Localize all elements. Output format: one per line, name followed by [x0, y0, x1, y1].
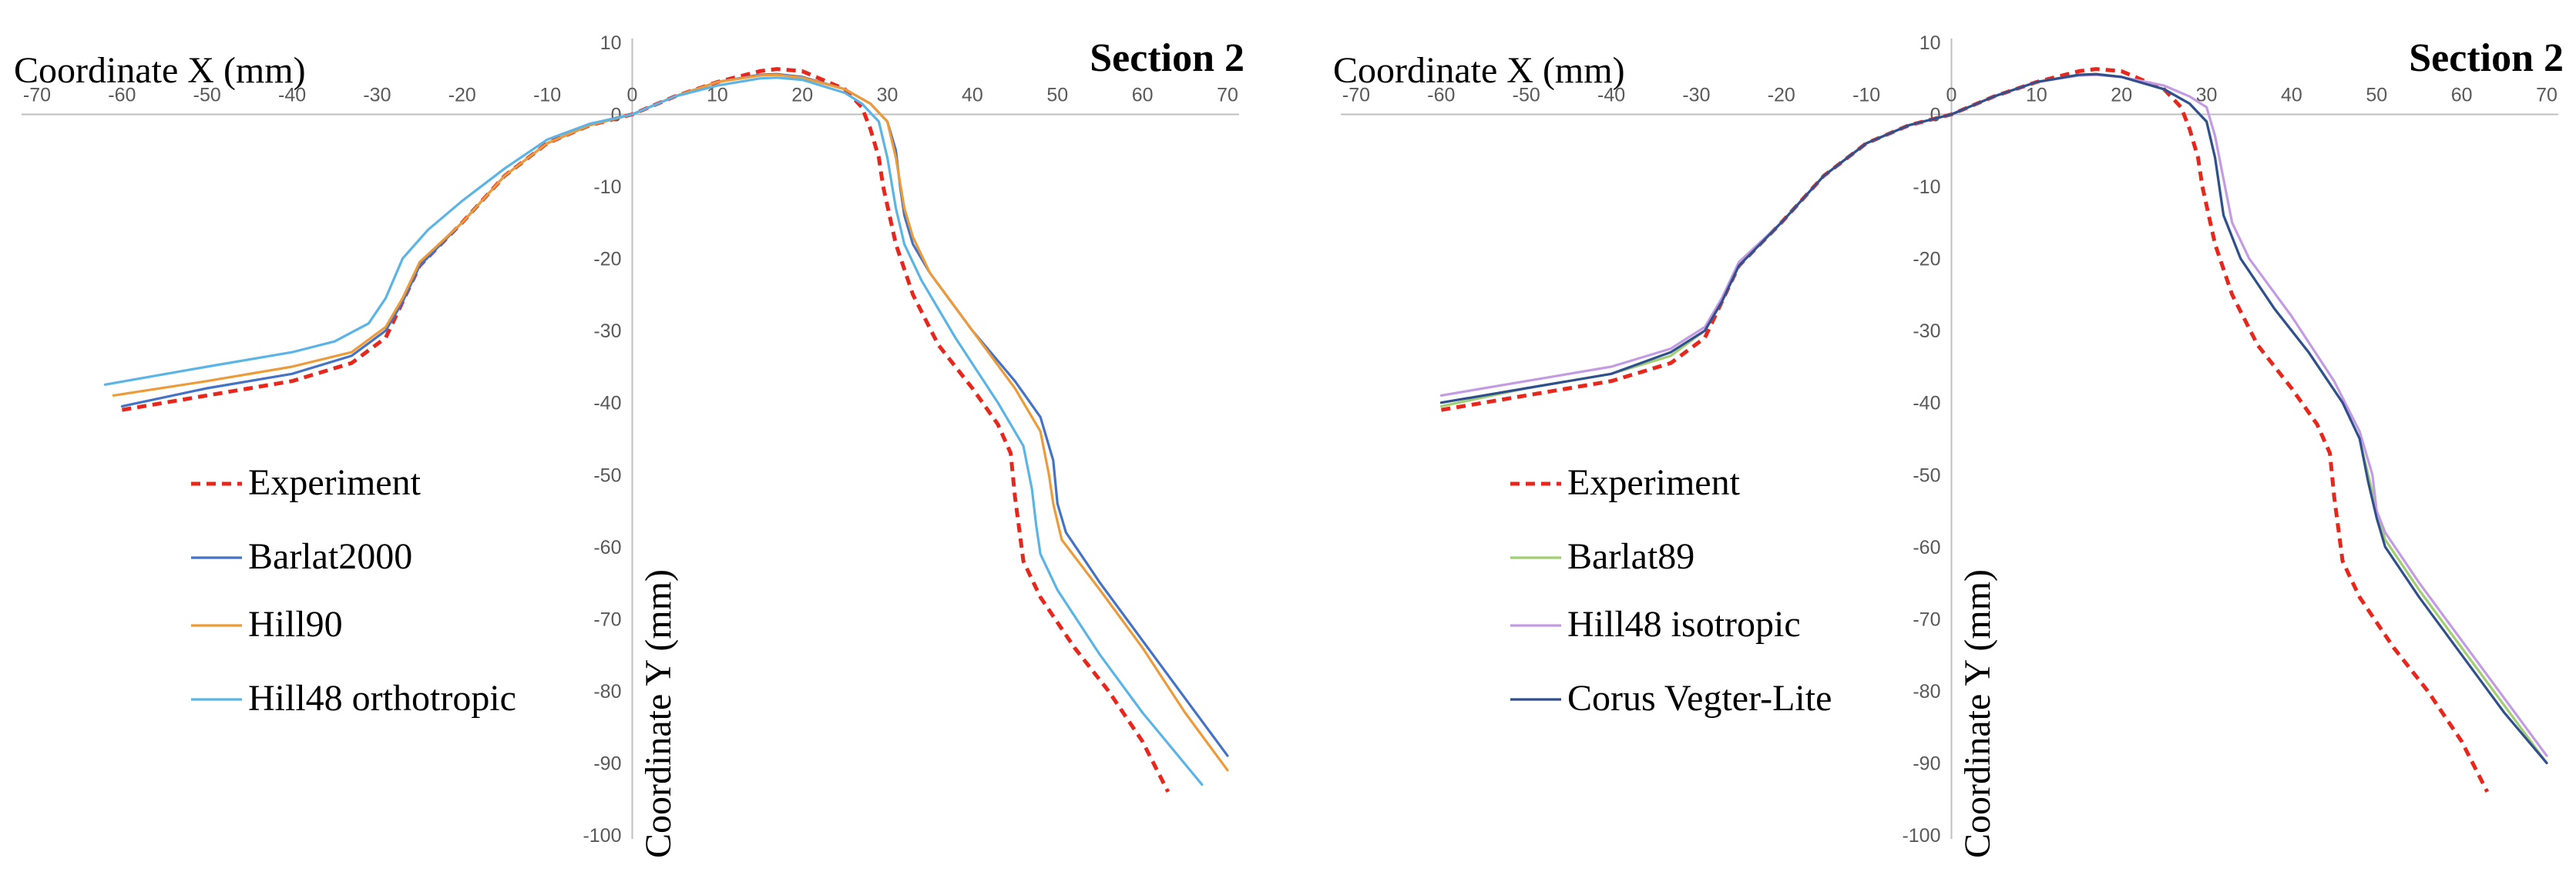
y-tick-label: -50 [1913, 465, 1940, 486]
y-tick-label: -100 [1902, 825, 1940, 847]
x-tick-label: -60 [108, 85, 136, 106]
x-tick-label: 50 [1046, 85, 1068, 106]
x-tick-label: 60 [2451, 85, 2473, 106]
x-tick-label: -70 [23, 85, 51, 106]
series-line-corus-vegter-lite [1439, 72, 2548, 765]
x-axis-label: Coordinate X (mm) [1333, 50, 1625, 91]
x-tick-label: -60 [1427, 85, 1455, 106]
chart-1: -70 -60 -50 -40 -30 -20 -10 0 10 20 30 40 50 60 70100-… [14, 32, 1244, 858]
y-tick-label: -30 [1913, 320, 1940, 342]
x-axis-label: Coordinate X (mm) [14, 50, 306, 91]
x-tick-label: 50 [2366, 85, 2387, 106]
y-tick-label: -30 [593, 320, 621, 342]
y-tick-label: -40 [1913, 393, 1940, 414]
y-axis-label: Coordinate Y (mm) [638, 569, 679, 858]
x-tick-label: -10 [1852, 85, 1880, 106]
x-tick-label: 0 [1946, 85, 1957, 106]
legend-label: Hill90 [248, 604, 343, 645]
x-tick-label: 70 [2536, 85, 2558, 106]
x-tick-label: -20 [448, 85, 476, 106]
y-tick-label: 10 [600, 32, 622, 54]
x-tick-label: -40 [278, 85, 306, 106]
y-tick-label: -20 [593, 249, 621, 270]
y-tick-label: 10 [1919, 32, 1941, 54]
x-tick-label: -50 [193, 85, 221, 106]
legend-label: Corus Vegter-Lite [1567, 678, 1832, 719]
y-tick-label: -80 [593, 681, 621, 703]
y-tick-label: -50 [593, 465, 621, 486]
y-axis-label: Coordinate Y (mm) [1957, 569, 1998, 858]
chart-2: -70 -60 -50 -40 -30 -20 -10 0 10 20 30 40 50 60 70100-… [1333, 32, 2564, 858]
y-tick-label: -90 [1913, 753, 1940, 774]
series-line-hill90 [112, 73, 1229, 772]
x-tick-label: -40 [1597, 85, 1625, 106]
x-tick-label: -30 [363, 85, 391, 106]
series-line-hill48-isotropic [1439, 73, 2548, 757]
x-tick-label: 20 [2111, 85, 2132, 106]
y-tick-label: 0 [611, 105, 622, 126]
x-tick-label: 60 [1132, 85, 1154, 106]
chart-title: Section 2 [2409, 36, 2564, 80]
y-tick-label: -60 [593, 537, 621, 558]
x-tick-label: -50 [1513, 85, 1540, 106]
x-tick-label: 40 [962, 85, 983, 106]
x-tick-label: -20 [1768, 85, 1795, 106]
x-tick-label: 10 [2026, 85, 2047, 106]
legend: Experiment Barlat89 Hill48 isotropic Corus … [1510, 462, 1832, 719]
x-tick-label: -10 [533, 85, 561, 106]
x-tick-label: 70 [1217, 85, 1238, 106]
legend-label: Experiment [1567, 462, 1741, 503]
legend-label: Hill48 orthotropic [248, 678, 516, 719]
y-tick-label: -20 [1913, 249, 1940, 270]
x-tick-label: 30 [877, 85, 898, 106]
x-tick-label: -30 [1682, 85, 1710, 106]
legend-label: Hill48 isotropic [1567, 604, 1801, 645]
y-tick-label: -90 [593, 753, 621, 774]
x-tick-label: 20 [791, 85, 813, 106]
y-tick-label: -70 [1913, 609, 1940, 630]
legend: Experiment Barlat2000 Hill90 Hill48 orthotr… [191, 462, 516, 719]
x-tick-label: 0 [627, 85, 638, 106]
y-tick-label: -10 [1913, 176, 1940, 198]
legend-label: Experiment [248, 462, 421, 503]
chart-title: Section 2 [1090, 36, 1244, 80]
y-tick-label: -70 [593, 609, 621, 630]
y-tick-label: -60 [1913, 537, 1940, 558]
y-tick-label: -100 [583, 825, 621, 847]
y-tick-label: 0 [1930, 105, 1941, 126]
y-tick-label: -10 [593, 176, 621, 198]
x-tick-label: 40 [2281, 85, 2302, 106]
series-line-hill48-orthotropic [103, 76, 1204, 786]
y-tick-label: -80 [1913, 681, 1940, 703]
legend-label: Barlat2000 [248, 536, 412, 577]
legend-label: Barlat89 [1567, 536, 1694, 577]
y-tick-label: -40 [593, 393, 621, 414]
x-tick-label: -70 [1342, 85, 1370, 106]
